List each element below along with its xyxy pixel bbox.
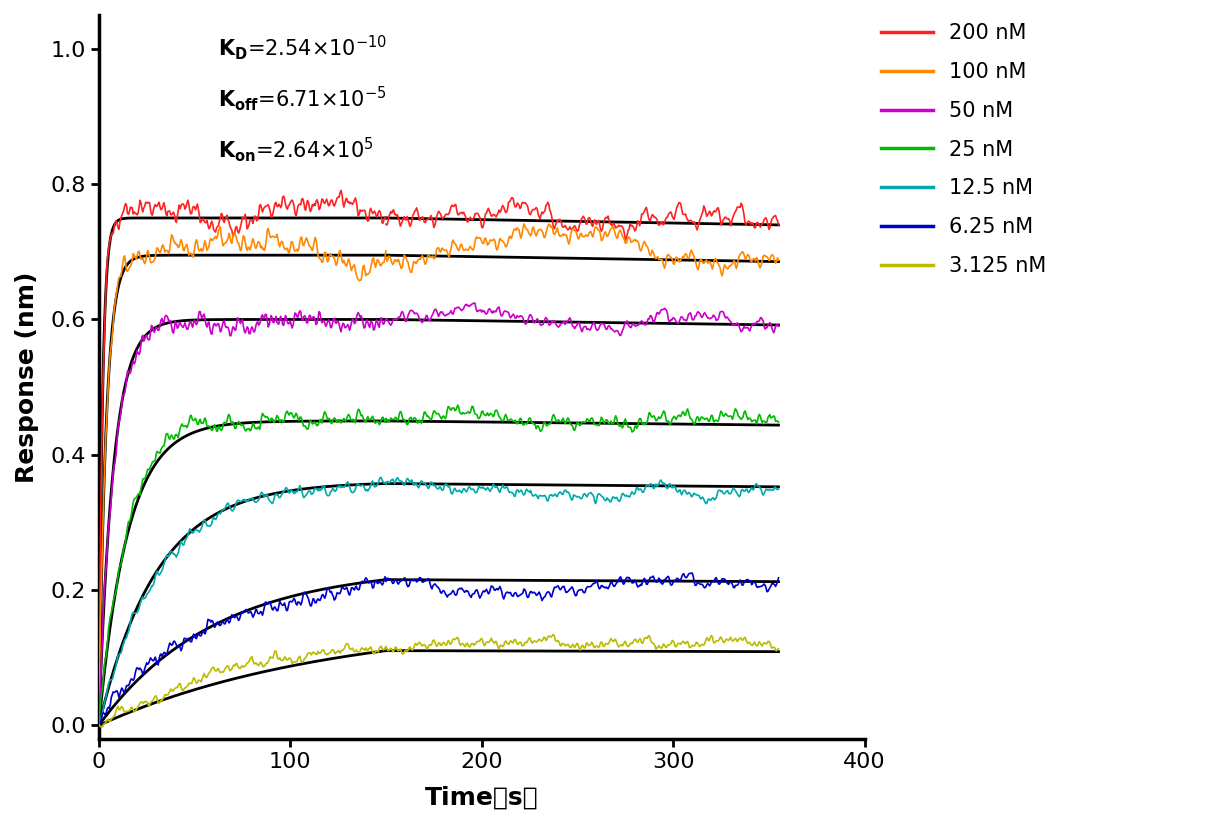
Text: $\mathbf{K_D}$=2.54×10$^{-10}$
$\mathbf{K_{off}}$=6.71×10$^{-5}$
$\mathbf{K_{on}: $\mathbf{K_D}$=2.54×10$^{-10}$ $\mathbf{…: [218, 33, 387, 164]
Y-axis label: Response (nm): Response (nm): [15, 271, 39, 483]
Legend: 200 nM, 100 nM, 50 nM, 25 nM, 12.5 nM, 6.25 nM, 3.125 nM: 200 nM, 100 nM, 50 nM, 25 nM, 12.5 nM, 6…: [872, 15, 1055, 284]
X-axis label: Time（s）: Time（s）: [425, 786, 538, 810]
